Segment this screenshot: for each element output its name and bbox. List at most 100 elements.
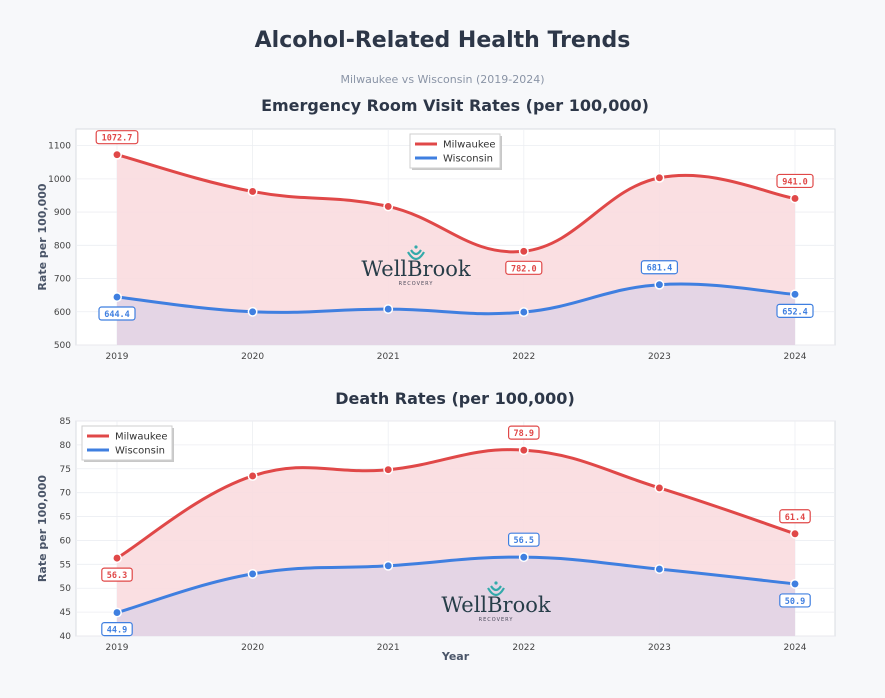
wisconsin-line	[115, 282, 797, 316]
y-tick-label: 70	[60, 489, 72, 499]
legend: Milwaukee Wisconsin	[409, 133, 502, 170]
milwaukee-line	[115, 448, 797, 560]
data-label-box	[776, 173, 814, 189]
x-tick-label: 2021	[377, 352, 400, 362]
x-tick-label: 2022	[512, 352, 535, 362]
x-tick-label: 2024	[784, 352, 807, 362]
milwaukee-point	[247, 186, 258, 197]
x-tick-label: 2024	[784, 643, 807, 653]
data-label-box	[640, 260, 679, 275]
wisconsin-data-label: 50.9	[779, 593, 811, 608]
y-tick-label: 75	[60, 465, 71, 475]
x-tick-label: 2021	[377, 643, 400, 653]
lotus-icon	[487, 585, 505, 597]
wisconsin-point	[518, 307, 529, 318]
x-tick-label: 2023	[648, 643, 671, 653]
death-chart: 40 45 50 55 60 65 70 75 80 85 2019 2020 2021 2022 2023…	[36, 417, 836, 663]
legend-box	[81, 425, 173, 461]
y-tick-label: 65	[60, 513, 71, 523]
y-tick-label: 45	[60, 608, 71, 618]
milwaukee-point	[790, 193, 800, 204]
data-label-text: 782.0	[511, 264, 537, 274]
x-tick-label: 2020	[241, 643, 264, 653]
data-label-text: 652.4	[782, 307, 808, 317]
logo-tagline: RECOVERY	[399, 281, 434, 287]
logo-tagline: RECOVERY	[479, 617, 514, 623]
milwaukee-data-label: 78.9	[508, 425, 540, 440]
death-chart-title: Death Rates (per 100,000)	[335, 389, 575, 408]
data-label-box	[508, 532, 540, 547]
page-title: Alcohol-Related Health Trends	[254, 28, 631, 53]
y-tick-label: 80	[60, 441, 72, 451]
wisconsin-data-label: 644.4	[98, 306, 136, 321]
milwaukee-point	[112, 553, 122, 564]
milwaukee-data-label: 61.4	[779, 509, 811, 524]
legend: Milwaukee Wisconsin	[81, 425, 174, 462]
er-chart-title: Emergency Room Visit Rates (per 100,000)	[261, 96, 649, 115]
data-label-text: 941.0	[782, 177, 808, 187]
y-tick-label: 50	[60, 584, 72, 594]
wisconsin-data-label: 681.4	[640, 260, 679, 275]
page-subtitle: Milwaukee vs Wisconsin (2019-2024)	[340, 73, 545, 86]
data-label-box	[95, 130, 139, 145]
logo-name: WellBrook	[361, 257, 470, 281]
data-label-text: 44.9	[107, 626, 127, 636]
data-label-text: 50.9	[785, 597, 805, 607]
y-tick-label: 55	[60, 560, 71, 570]
logo-name: WellBrook	[441, 593, 550, 617]
wisconsin-legend-label: Wisconsin	[443, 154, 493, 165]
y-tick-label: 85	[60, 417, 71, 427]
milwaukee-data-label: 1072.7	[95, 130, 139, 145]
milwaukee-point	[247, 470, 258, 481]
data-label-box	[505, 260, 543, 275]
data-label-box	[98, 306, 136, 321]
data-label-text: 78.9	[514, 429, 534, 439]
wisconsin-line	[115, 555, 797, 615]
wisconsin-data-label: 56.5	[508, 532, 540, 547]
y-axis-label: Rate per 100,000	[36, 475, 49, 582]
wisconsin-point	[790, 578, 800, 589]
lotus-dot-icon	[414, 245, 418, 249]
milwaukee-point	[383, 464, 394, 475]
wisconsin-point	[112, 292, 122, 302]
data-label-box	[779, 593, 811, 608]
data-label-text: 1072.7	[102, 134, 133, 144]
milwaukee-legend-label: Milwaukee	[443, 140, 496, 151]
milwaukee-line	[115, 153, 797, 254]
milwaukee-point	[790, 528, 800, 539]
x-tick-label: 2020	[241, 352, 264, 362]
wisconsin-point	[654, 564, 665, 575]
data-label-box	[101, 621, 133, 637]
y-tick-label: 60	[60, 536, 72, 546]
data-label-box	[779, 509, 811, 524]
data-label-text: 56.5	[514, 536, 534, 546]
data-label-text: 61.4	[785, 513, 805, 523]
wisconsin-data-label: 652.4	[776, 303, 814, 318]
x-axis-label: Year	[441, 650, 470, 663]
wisconsin-point	[518, 552, 529, 563]
y-tick-label: 900	[54, 208, 71, 218]
wisconsin-area	[117, 557, 795, 636]
milwaukee-point	[112, 149, 122, 160]
lotus-icon	[407, 249, 425, 261]
x-tick-label: 2019	[106, 643, 129, 653]
legend-box	[409, 133, 501, 169]
y-tick-label: 1000	[48, 175, 71, 185]
x-tick-label: 2022	[512, 643, 535, 653]
milwaukee-point	[654, 172, 665, 183]
wisconsin-legend-label: Wisconsin	[115, 446, 165, 457]
x-tick-label: 2023	[648, 352, 671, 362]
data-label-text: 644.4	[104, 310, 130, 320]
data-label-text: 681.4	[647, 264, 673, 274]
x-tick-label: 2019	[106, 352, 129, 362]
milwaukee-data-label: 941.0	[776, 173, 814, 189]
milwaukee-legend-label: Milwaukee	[115, 432, 168, 443]
y-tick-label: 40	[60, 632, 72, 642]
wisconsin-point	[247, 568, 258, 579]
y-tick-label: 700	[54, 275, 71, 285]
wisconsin-data-label: 44.9	[101, 621, 133, 637]
data-label-box	[101, 567, 133, 582]
milwaukee-point	[518, 246, 529, 257]
